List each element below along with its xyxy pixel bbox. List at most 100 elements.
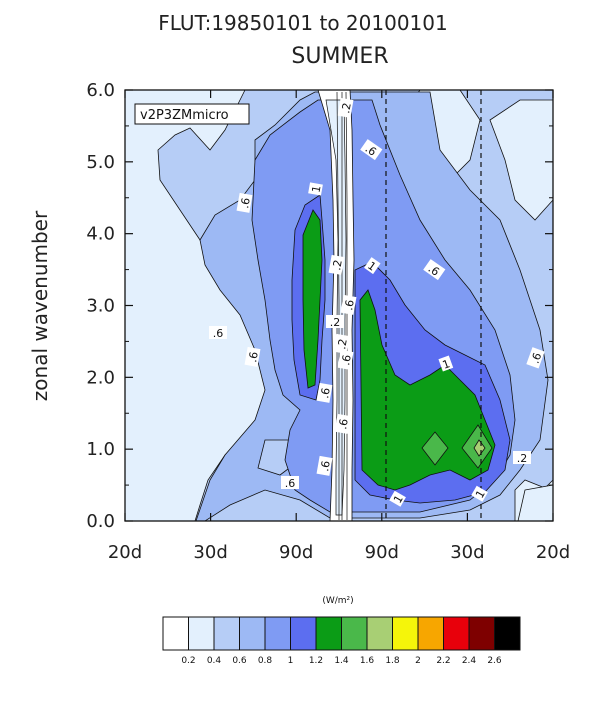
- contour-label-text: .2: [335, 338, 350, 351]
- y-tick-label: 2.0: [86, 367, 115, 388]
- contour-label-text: .6: [342, 299, 357, 312]
- color-bar-level: 2.2: [436, 656, 450, 666]
- color-bar-swatch: [443, 616, 470, 651]
- color-bar-swatch: [417, 616, 444, 651]
- plot-area: v2P3ZMmicro .2.61.6.2.2.6.21.6.6.61.6.6.…: [124, 89, 554, 522]
- y-tick-label: 0.0: [86, 511, 115, 532]
- chart-subtitle: SUMMER: [291, 44, 388, 69]
- contour-label-bg: [316, 382, 333, 403]
- contour-label-text: .6: [238, 197, 253, 210]
- contour-label-bg: [236, 192, 253, 213]
- contour-label-text: .6: [529, 351, 545, 365]
- contour-label-bg: [333, 333, 350, 354]
- contour-labels: .2.61.6.2.2.6.21.6.6.61.6.6.6.6.2.6.61 1: [209, 97, 545, 507]
- contour-label: .2: [337, 97, 354, 118]
- color-bar-swatch: [468, 616, 495, 651]
- contour-label-bg: [209, 326, 227, 339]
- y-tick-label: 4.0: [86, 224, 115, 245]
- color-bar-level: 0.4: [207, 656, 222, 666]
- color-bar-level: 1.6: [360, 656, 375, 666]
- contour-label-text: .2: [339, 102, 354, 115]
- color-bar: [162, 616, 521, 651]
- contour-label: .2: [333, 333, 350, 354]
- contour-label-text: .6: [336, 418, 351, 431]
- contour-label: .2: [326, 315, 344, 329]
- region-band-1.6-1.8-peak: [473, 439, 486, 457]
- y-tick-label: 1.0: [86, 439, 115, 460]
- legend-label: v2P3ZMmicro: [140, 108, 229, 123]
- contour-label-bg: [526, 347, 545, 369]
- contour-label-text: .6: [318, 460, 333, 473]
- contour-label: .6: [316, 382, 333, 403]
- y-axis-label: zonal wavenumber: [28, 210, 52, 401]
- contour-label-bg: [438, 355, 454, 372]
- color-bar-swatch: [264, 616, 291, 651]
- color-bar-swatch: [213, 616, 240, 651]
- chart-title: FLUT:19850101 to 20100101: [158, 11, 447, 35]
- contour-label-bg: [328, 254, 345, 275]
- y-tick-label: 6.0: [86, 80, 115, 101]
- color-bar-labels: 0.2 0.4 0.6 0.8 1 1.2 1.4 1.6 1.8 2 2.2 2.4 2.6: [181, 656, 502, 666]
- contour-label: .6: [360, 139, 383, 161]
- contour-label-bg: [308, 182, 323, 196]
- contour-label: 1: [389, 490, 406, 507]
- contour-label-bg: [326, 315, 344, 328]
- contour-label-bg: [281, 476, 299, 489]
- color-bar-level: 1.8: [385, 656, 400, 666]
- contour-label: .2: [328, 254, 345, 275]
- contour-label-bg: [316, 455, 333, 476]
- color-bar-level: 2.6: [487, 656, 502, 666]
- x-tick-label: 90d: [279, 542, 313, 563]
- color-bar-level: 1.2: [309, 656, 323, 666]
- contour-label: .6: [209, 326, 227, 340]
- color-bar-level: 1.4: [334, 656, 349, 666]
- contour-label-text: .6: [318, 387, 333, 400]
- contour-label: 1: [364, 257, 381, 275]
- x-tick-label: 90d: [365, 542, 399, 563]
- contour-label-text: .2: [330, 316, 341, 329]
- contour-label-bg: [364, 257, 381, 275]
- color-bar-level: 2: [415, 656, 421, 666]
- contour-label-bg: [389, 490, 406, 507]
- contour-label-text: .6: [285, 477, 296, 490]
- color-bar-level: 0.2: [181, 656, 195, 666]
- contour-label-bg: [340, 294, 357, 315]
- contour-label-bg: [244, 346, 261, 367]
- color-bar-level: 2.4: [462, 656, 477, 666]
- y-axis: 0.0 1.0 2.0 3.0 4.0 5.0 6.0: [86, 80, 553, 532]
- contour-label-text: .6: [246, 351, 261, 364]
- contour-label-text: .2: [517, 452, 528, 465]
- contour-label: .6: [236, 192, 253, 213]
- legend-box: [134, 103, 250, 125]
- x-tick-label: 30d: [193, 542, 227, 563]
- contour-label-text: .2: [330, 259, 345, 272]
- color-bar-swatch: [315, 616, 342, 651]
- contour-label: .2: [513, 451, 531, 465]
- contour-label: 1: [471, 485, 488, 502]
- color-bar-swatch: [494, 616, 521, 651]
- contour-label: .6: [316, 455, 333, 476]
- contour-label-text: 1: [309, 185, 323, 194]
- contour-label: .6: [244, 346, 261, 367]
- units-label: (W/m²): [322, 596, 353, 606]
- x-axis: 20d 30d 90d 90d 30d 20d: [108, 90, 570, 563]
- contour-label-bg: [360, 139, 383, 161]
- y-tick-label: 5.0: [86, 152, 115, 173]
- contour-label: .6: [423, 259, 446, 281]
- contour-label: .6: [334, 413, 351, 434]
- contour-label-bg: [513, 451, 531, 464]
- color-bar-swatch: [341, 616, 368, 651]
- region-band-1.4-1.6-a: [421, 431, 449, 466]
- contour-label: .6: [281, 476, 299, 490]
- color-bar-swatch: [366, 616, 393, 651]
- contour-label-bg: [471, 485, 488, 502]
- contour-label: 1: [308, 182, 324, 196]
- contour-label-bg: [337, 349, 354, 370]
- x-tick-label: 20d: [536, 542, 570, 563]
- contour-label: 1: [438, 355, 454, 372]
- color-bar-level: 0.8: [258, 656, 273, 666]
- contour-label-bg: [423, 259, 446, 281]
- contour-label-bg: [334, 413, 351, 434]
- color-bar-swatch: [290, 616, 317, 651]
